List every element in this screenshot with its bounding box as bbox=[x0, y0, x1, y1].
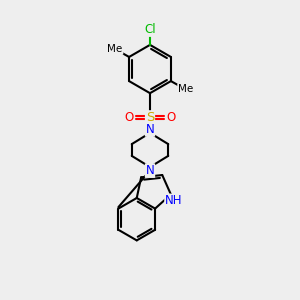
Text: N: N bbox=[146, 164, 154, 177]
Text: O: O bbox=[167, 111, 176, 124]
Text: NH: NH bbox=[165, 194, 183, 207]
Text: Cl: Cl bbox=[144, 23, 156, 36]
Text: Me: Me bbox=[107, 44, 123, 54]
Text: N: N bbox=[146, 123, 154, 136]
Text: S: S bbox=[146, 111, 154, 124]
Text: O: O bbox=[124, 111, 134, 124]
Text: Me: Me bbox=[178, 84, 193, 94]
